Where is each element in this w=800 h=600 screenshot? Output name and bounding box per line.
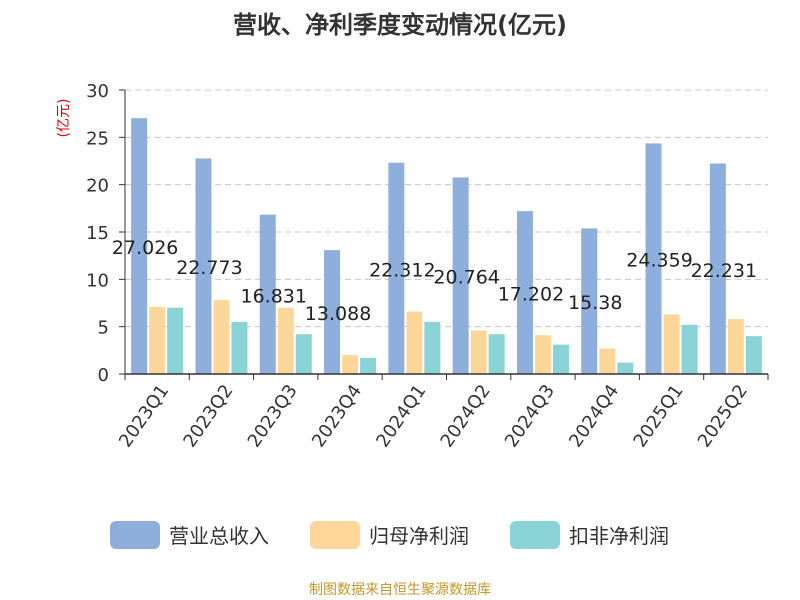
x-tick-label: 2024Q3 <box>501 381 559 452</box>
data-label: 24.359 <box>626 250 692 272</box>
bar <box>452 177 469 374</box>
y-tick-label: 10 <box>86 270 109 291</box>
y-tick-label: 30 <box>86 81 109 102</box>
bar <box>599 348 616 374</box>
y-tick-label: 25 <box>86 128 109 149</box>
bar <box>324 250 341 374</box>
y-tick-label: 20 <box>86 176 109 197</box>
x-tick-label: 2025Q1 <box>629 381 687 452</box>
bar <box>259 214 276 374</box>
bar <box>581 228 598 374</box>
bar <box>552 344 569 374</box>
legend-item: 扣非净利润 <box>510 521 669 549</box>
data-label: 13.088 <box>305 303 371 325</box>
x-tick-label: 2024Q1 <box>372 381 430 452</box>
gridlines <box>125 89 768 328</box>
x-tick-label: 2023Q1 <box>115 381 173 452</box>
legend-item: 归母净利润 <box>310 521 469 549</box>
bar <box>488 334 505 374</box>
bar <box>745 336 762 374</box>
bar <box>342 355 359 374</box>
legend: 营业总收入 归母净利润 扣非净利润 <box>110 521 669 549</box>
bar <box>149 306 166 374</box>
bar <box>470 330 487 374</box>
y-tick-labels: 0 5 10 15 20 25 30 <box>86 81 109 386</box>
bar <box>195 158 212 374</box>
bars <box>131 118 762 374</box>
data-label: 22.312 <box>369 259 435 281</box>
data-label: 22.773 <box>176 257 242 279</box>
x-tick-labels: 2023Q1 2023Q2 2023Q3 2023Q4 2024Q1 2024Q2 2024… <box>115 381 752 452</box>
source-note: 制图数据来自恒生聚源数据库 <box>309 582 491 598</box>
chart-title: 营收、净利季度变动情况(亿元) <box>233 11 567 39</box>
legend-label: 扣非净利润 <box>569 524 669 548</box>
data-label: 27.026 <box>112 237 178 259</box>
legend-label: 营业总收入 <box>169 524 269 548</box>
bar <box>424 321 441 374</box>
bar <box>131 118 148 374</box>
bar <box>277 307 294 374</box>
bar <box>709 163 726 374</box>
bar <box>516 211 533 374</box>
bar <box>231 321 248 374</box>
y-tick-label: 5 <box>98 318 109 339</box>
data-label: 22.231 <box>691 260 757 282</box>
data-label: 17.202 <box>498 284 564 306</box>
legend-swatch <box>310 521 360 549</box>
bar <box>406 311 423 374</box>
bar <box>534 335 551 374</box>
bar <box>167 307 184 374</box>
bar <box>617 362 634 374</box>
data-label: 16.831 <box>241 285 307 307</box>
axes <box>119 89 769 380</box>
legend-swatch <box>110 521 160 549</box>
y-axis-unit: (亿元) <box>56 99 72 138</box>
x-tick-label: 2024Q4 <box>565 381 623 452</box>
bar <box>360 357 377 374</box>
bar <box>213 300 230 374</box>
x-tick-label: 2025Q2 <box>694 381 752 452</box>
y-tick-label: 0 <box>98 365 109 386</box>
x-tick-label: 2023Q4 <box>308 381 366 452</box>
bar <box>681 324 698 374</box>
bar <box>295 334 312 374</box>
data-label: 20.764 <box>433 267 499 289</box>
legend-swatch <box>510 521 560 549</box>
data-label: 15.38 <box>568 292 622 314</box>
bar <box>663 314 680 374</box>
y-tick-label: 15 <box>86 223 109 244</box>
x-tick-label: 2023Q3 <box>244 381 302 452</box>
x-tick-label: 2024Q2 <box>437 381 495 452</box>
legend-label: 归母净利润 <box>369 524 469 548</box>
bar <box>727 319 744 374</box>
x-tick-label: 2023Q2 <box>179 381 237 452</box>
legend-item: 营业总收入 <box>110 521 269 549</box>
bar <box>645 143 662 374</box>
bar <box>388 162 405 374</box>
